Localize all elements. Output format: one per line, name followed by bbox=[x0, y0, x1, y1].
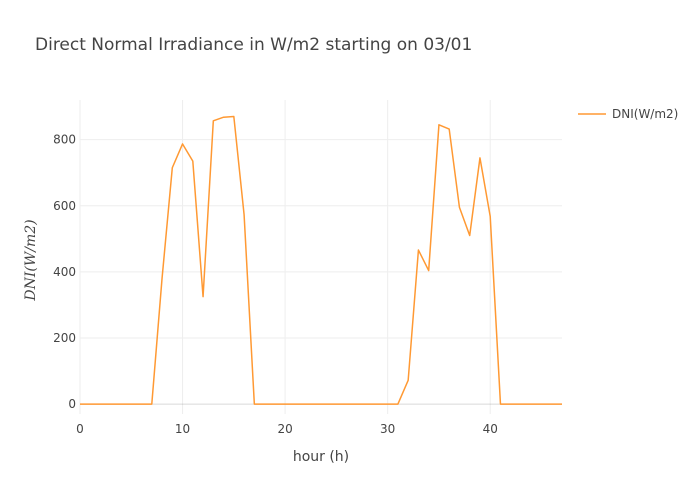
y-tick-labels: 0 200 400 600 800 bbox=[53, 133, 76, 411]
x-gridlines bbox=[79, 100, 491, 414]
x-tick-label: 20 bbox=[277, 422, 292, 436]
y-tick-label: 200 bbox=[53, 331, 76, 345]
x-tick-label: 40 bbox=[483, 422, 498, 436]
y-axis-title: DNI(W/m2) bbox=[23, 219, 39, 301]
legend[interactable]: DNI(W/m2) bbox=[578, 107, 678, 121]
x-tick-label: 10 bbox=[175, 422, 190, 436]
y-tick-label: 800 bbox=[53, 133, 76, 147]
x-axis-title: hour (h) bbox=[293, 449, 349, 465]
y-tick-label: 0 bbox=[68, 397, 76, 411]
x-tick-labels: 0 10 20 30 40 bbox=[76, 422, 498, 436]
series-line-dni[interactable] bbox=[80, 115, 562, 405]
x-tick-label: 30 bbox=[380, 422, 395, 436]
y-tick-label: 600 bbox=[53, 199, 76, 213]
y-tick-label: 400 bbox=[53, 265, 76, 279]
legend-item-dni[interactable]: DNI(W/m2) bbox=[612, 107, 678, 121]
x-tick-label: 0 bbox=[76, 422, 84, 436]
series-layer bbox=[80, 115, 562, 405]
chart-title: Direct Normal Irradiance in W/m2 startin… bbox=[35, 35, 472, 55]
